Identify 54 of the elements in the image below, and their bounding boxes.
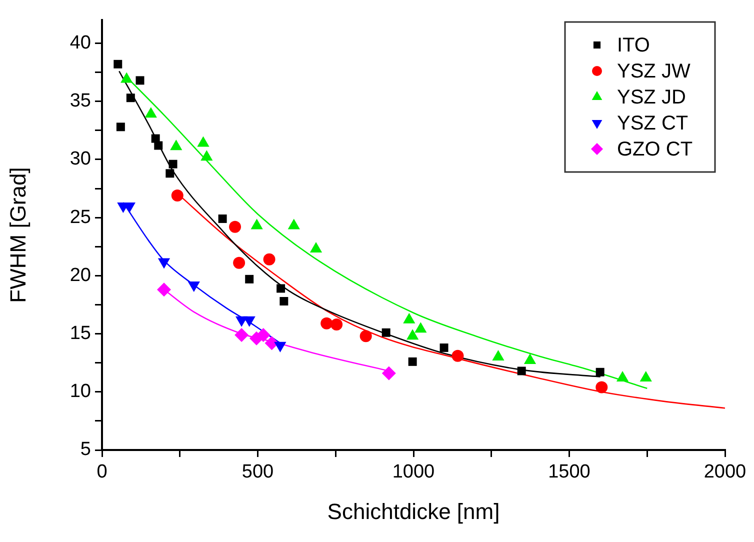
x-tick-label: 0 <box>96 462 108 483</box>
point <box>408 357 417 366</box>
point <box>382 328 390 337</box>
point <box>126 94 135 102</box>
x-tick-label: 500 <box>242 462 274 483</box>
point <box>245 274 254 284</box>
x-tick-label: 1000 <box>392 462 435 483</box>
point <box>218 214 227 223</box>
point <box>360 330 372 342</box>
y-axis-title: FWHM [Grad] <box>5 167 30 303</box>
point <box>136 76 144 85</box>
point <box>166 169 174 178</box>
point <box>234 328 249 342</box>
point <box>264 336 279 350</box>
point <box>452 350 464 362</box>
y-tick-label: 15 <box>70 323 91 344</box>
y-tick-label: 40 <box>70 32 91 54</box>
legend-label: ITO <box>617 34 650 57</box>
legend-label: YSZ CT <box>617 112 688 135</box>
point <box>320 317 333 330</box>
legend-label: YSZ JD <box>617 86 686 109</box>
point <box>414 322 427 333</box>
point <box>116 122 125 132</box>
point <box>492 350 504 361</box>
point <box>229 220 242 233</box>
x-tick-label: 1500 <box>548 462 590 483</box>
point <box>517 366 526 376</box>
point <box>168 160 178 168</box>
point <box>256 328 270 342</box>
point <box>596 368 604 376</box>
point <box>330 318 343 330</box>
point <box>171 189 184 202</box>
x-tick-label: 2000 <box>704 462 746 483</box>
point <box>440 343 448 352</box>
y-tick-label: 20 <box>70 264 91 286</box>
point <box>156 282 171 297</box>
y-tick-label: 35 <box>70 90 91 112</box>
y-tick-label: 30 <box>70 148 91 170</box>
y-tick-label: 10 <box>70 381 91 402</box>
point <box>233 256 246 269</box>
point <box>263 253 276 266</box>
x-axis-title: Schichtdicke [nm] <box>327 498 500 524</box>
point <box>114 60 122 68</box>
point <box>596 381 608 394</box>
y-tick-label: 5 <box>80 439 91 460</box>
point <box>276 284 286 293</box>
legend-label: YSZ JW <box>617 60 690 83</box>
y-tick-label: 25 <box>70 206 91 228</box>
point <box>524 354 536 364</box>
point <box>280 297 288 306</box>
point <box>154 141 163 150</box>
legend-label: GZO CT <box>617 138 693 161</box>
point <box>406 329 419 340</box>
point <box>382 366 396 380</box>
